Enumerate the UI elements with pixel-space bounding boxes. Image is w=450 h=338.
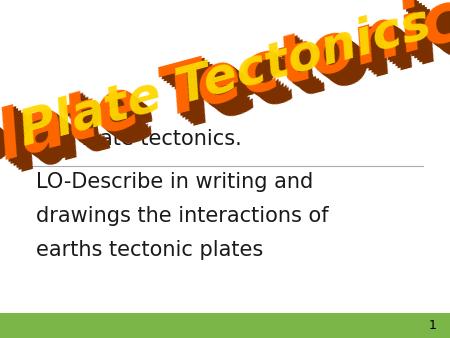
Text: Plate Tectonics: Plate Tectonics	[0, 0, 450, 190]
Text: Plate Tectonics: Plate Tectonics	[0, 0, 450, 188]
Text: earths tectonic plates: earths tectonic plates	[36, 240, 263, 260]
Text: drawings the interactions of: drawings the interactions of	[36, 206, 328, 226]
Text: Plate Tectonics: Plate Tectonics	[0, 0, 450, 198]
Text: 1: 1	[428, 319, 436, 332]
Text: Plate Tectonics: Plate Tectonics	[14, 0, 436, 155]
Text: Plate Tectonics: Plate Tectonics	[0, 0, 450, 186]
Text: Plate Tectonics: Plate Tectonics	[0, 0, 450, 196]
Text: Plate Tectonics: Plate Tectonics	[0, 0, 450, 194]
Text: LO-Describe in writing and: LO-Describe in writing and	[36, 172, 313, 192]
Text: CO- Plate tectonics.: CO- Plate tectonics.	[36, 129, 242, 149]
FancyBboxPatch shape	[0, 313, 450, 338]
Text: Plate Tectonics: Plate Tectonics	[0, 0, 450, 192]
